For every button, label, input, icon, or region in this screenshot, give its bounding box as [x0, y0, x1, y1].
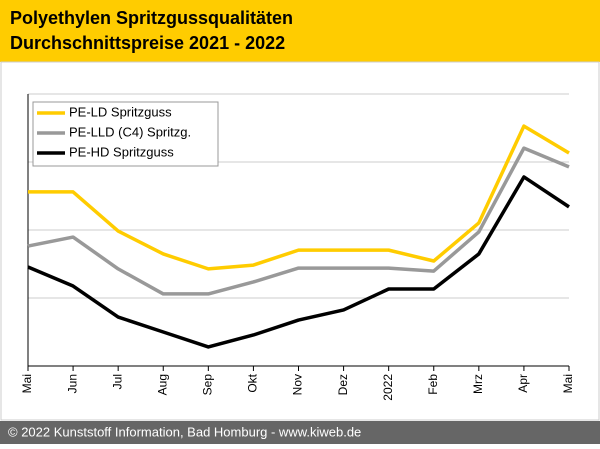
footer: © 2022 Kunststoff Information, Bad Hombu…: [8, 424, 361, 439]
panel: [0, 61, 600, 421]
x-tick-label: Mai: [20, 374, 34, 393]
x-tick-label: Feb: [426, 374, 440, 395]
header: [0, 0, 600, 62]
x-tick-label: Mai: [561, 374, 575, 393]
x-tick-label: 2022: [381, 374, 395, 401]
legend-label: PE-LD Spritzguss: [69, 104, 172, 119]
series-line: [27, 175, 570, 349]
x-tick-label: Aug: [155, 374, 169, 395]
x-tick-label: Jun: [65, 374, 79, 393]
x-tick-label: Nov: [291, 374, 305, 395]
x-tick-label: Dez: [336, 374, 350, 395]
series-line: [28, 124, 570, 271]
chart-subtitle: Durchschnittspreise 2021 - 2022: [10, 33, 285, 53]
x-tick-label: Okt: [246, 373, 260, 392]
chart-title: Polyethylen Spritzgussqualitäten: [10, 8, 293, 28]
legend-label: PE-LLD (C4) Spritzg.: [69, 124, 191, 139]
x-tick-label: Apr: [516, 374, 530, 393]
x-tick-label: Jul: [110, 374, 124, 389]
footer-bar: [0, 421, 600, 444]
x-tick-label: Sep: [201, 374, 215, 396]
series-line: [27, 146, 570, 296]
x-tick-label: Mrz: [471, 374, 485, 394]
legend-label: PE-HD Spritzguss: [69, 144, 174, 159]
